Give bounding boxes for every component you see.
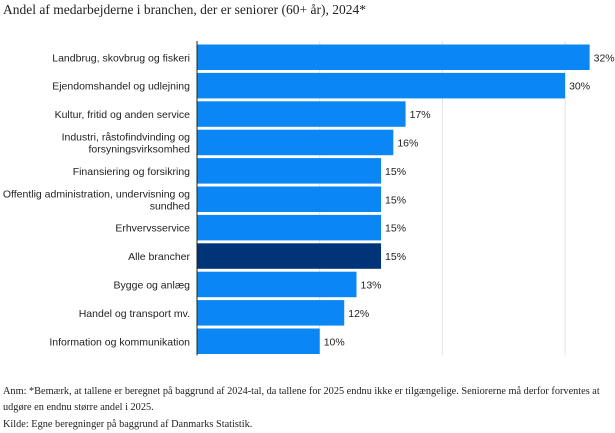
data-label: 15% [385,251,406,263]
data-label: 12% [348,308,369,320]
bar [197,101,406,127]
category-label: Bygge og anlæg [114,279,191,291]
bar [197,328,320,354]
data-label: 16% [397,137,418,149]
data-label: 13% [361,279,382,291]
category-label: Finansiering og forsikring [73,166,190,178]
category-label: Industri, råstofindvinding og forsyningsv… [62,131,191,155]
bar [197,214,382,241]
data-label: 30% [569,81,590,93]
category-label: Erhvervsservice [115,223,190,235]
bar [197,271,357,298]
bar [197,72,566,99]
bar [197,44,590,70]
category-label: Handel og transport mv. [79,308,190,320]
note-line-1: Anm: *Bemærk, at tallene er beregnet på … [3,386,600,397]
category-label: Kultur, fritid og anden service [55,109,191,121]
category-label: Landbrug, skovbrug og fiskeri [52,52,190,64]
bar [197,129,394,156]
source-note: Kilde: Egne beregninger på baggrund af D… [3,419,253,430]
note-line-2: udgøre en endnu større andel i 2025. [3,402,154,413]
bar [197,186,382,212]
category-label: Ejendomshandel og udlejning [52,81,190,93]
bar [197,243,382,269]
data-label: 10% [324,336,345,348]
bar-chart: 32% Landbrug, skovbrug og fiskeri 30% Ejend… [3,41,615,356]
data-label: 32% [594,52,615,64]
data-label: 15% [385,194,406,206]
category-label: Information og kommunikation [49,336,190,348]
data-label: 15% [385,166,406,178]
bar [197,158,382,184]
data-label: 17% [410,109,431,121]
data-label: 15% [385,223,406,235]
chart-title: Andel af medarbejderne i branchen, der e… [3,2,366,17]
bar [197,300,345,326]
category-label: Alle brancher [128,251,190,263]
category-label: Offentlig administration, undervisning o… [3,188,190,212]
